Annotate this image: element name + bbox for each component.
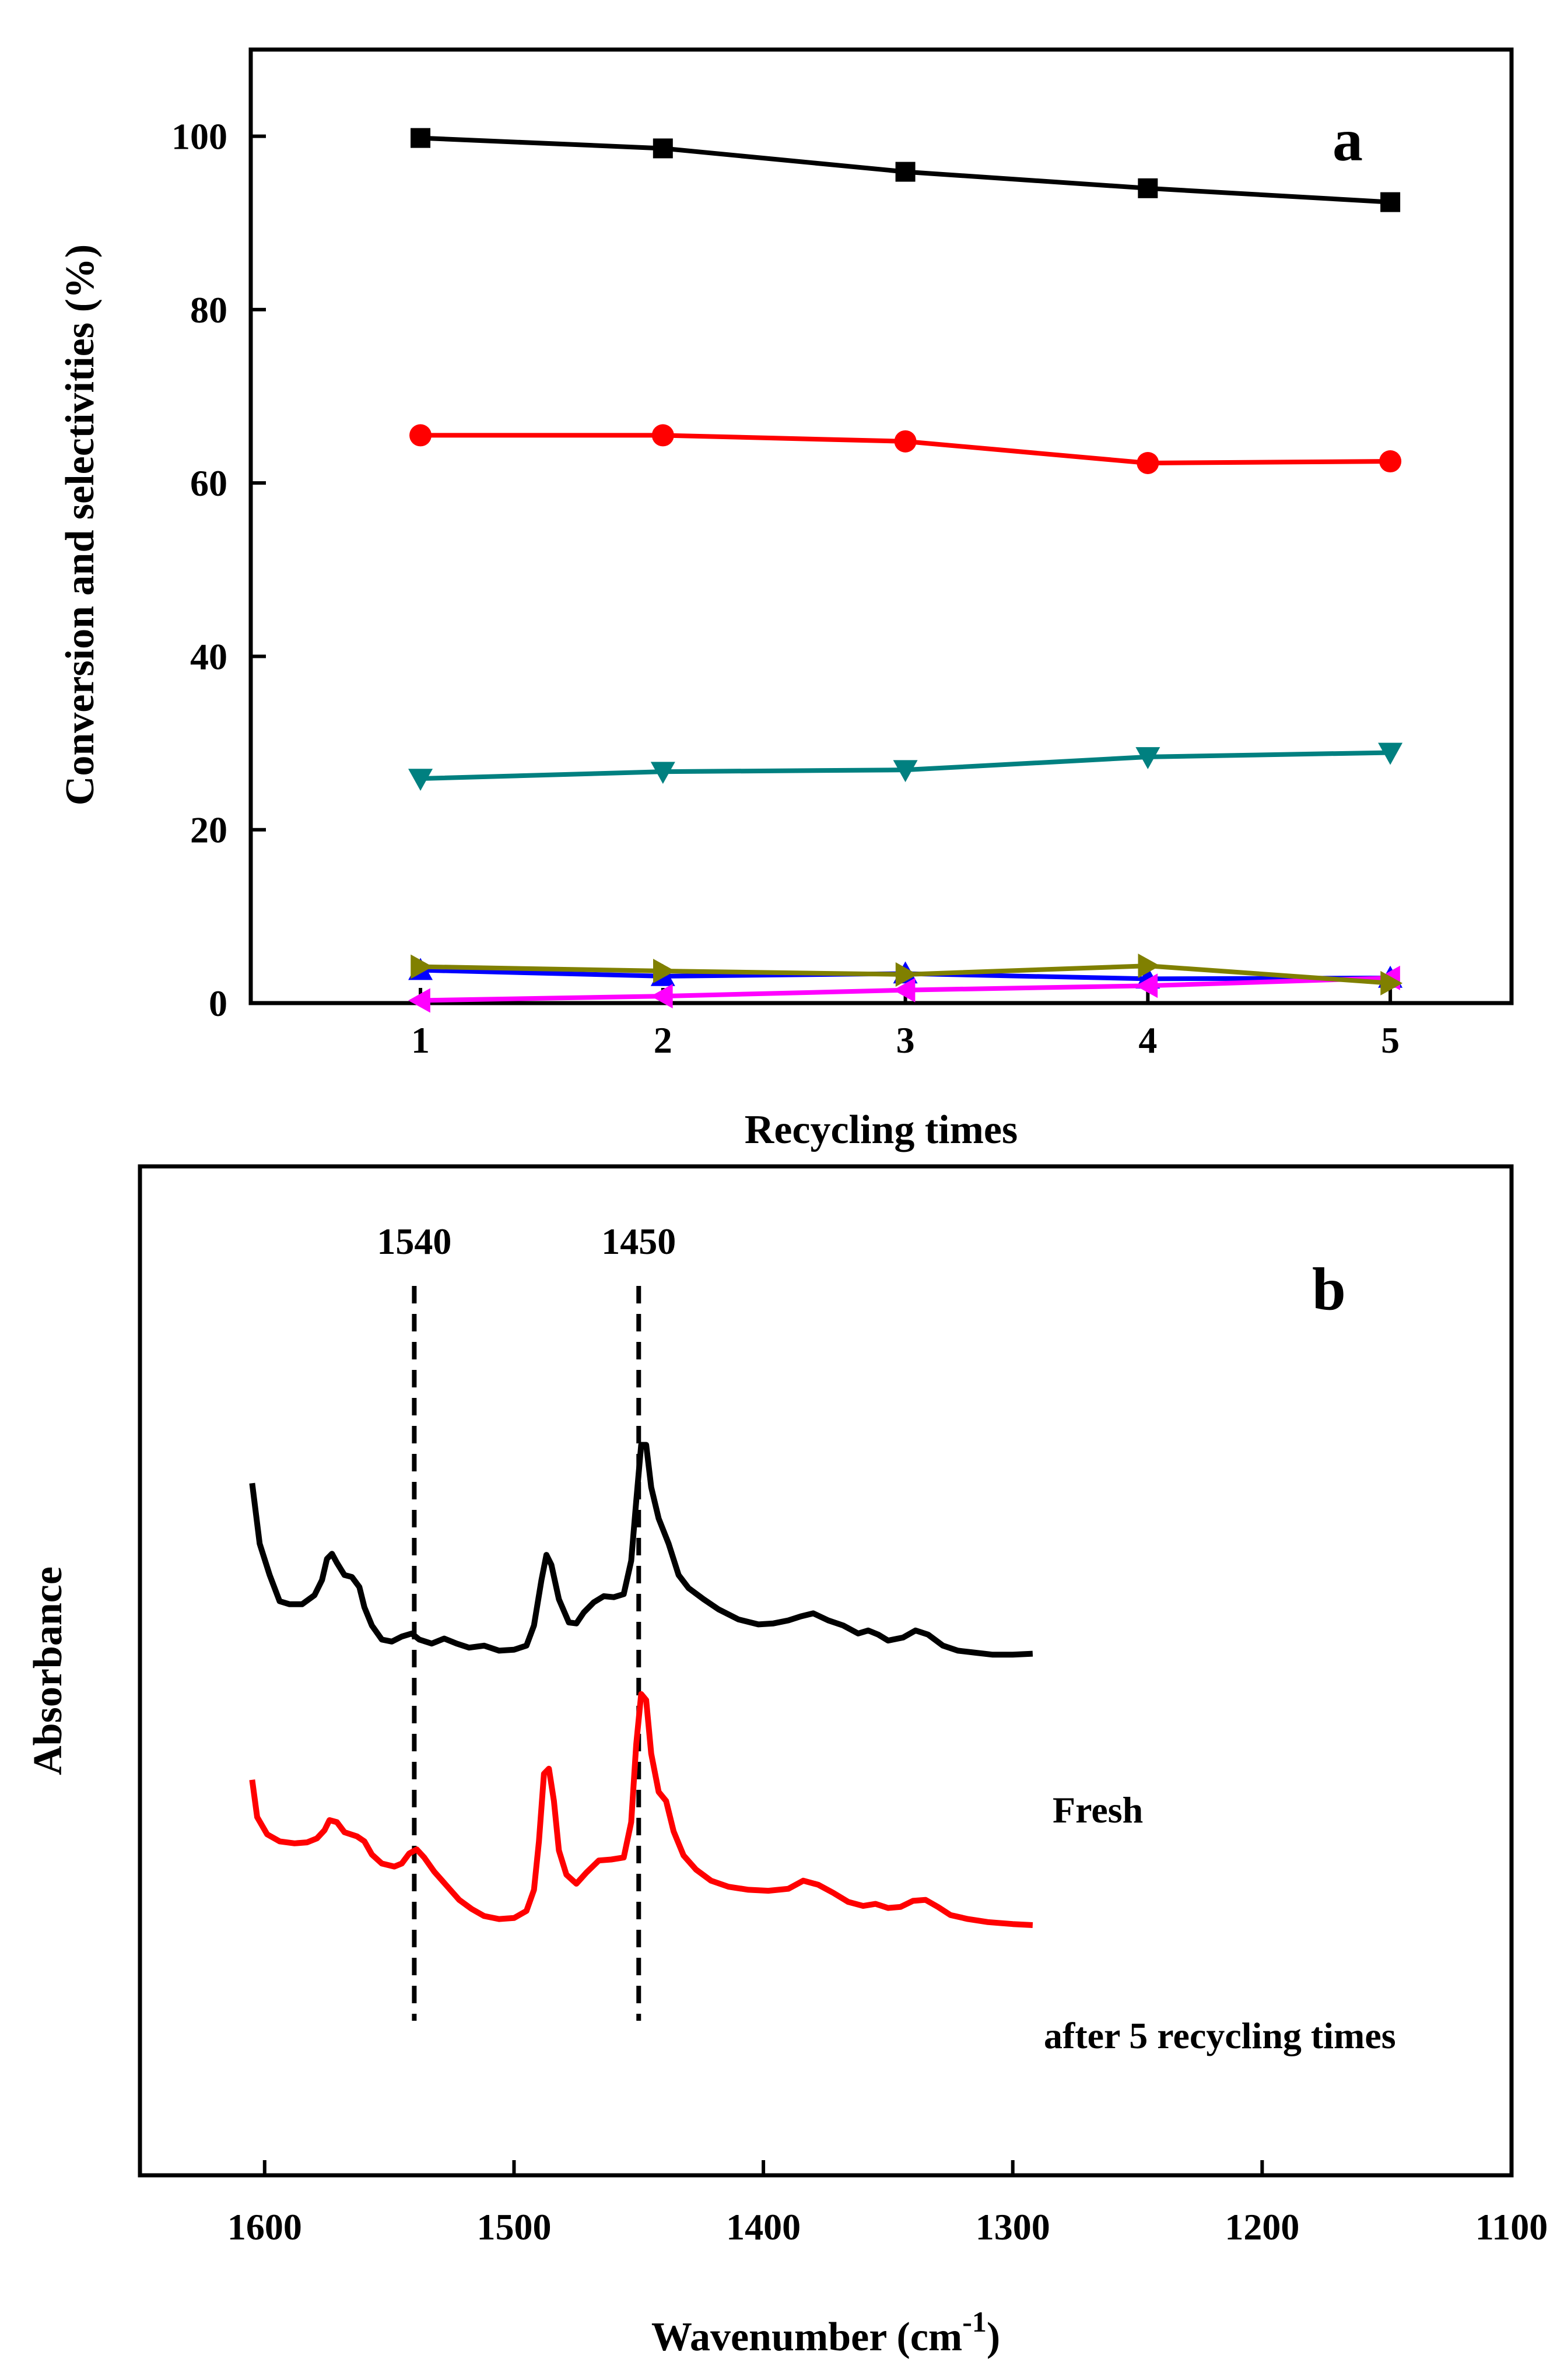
x-tick-label: 3: [896, 1019, 915, 1061]
x-tick-label: 5: [1381, 1019, 1400, 1061]
panel-b-label: b: [1312, 1256, 1346, 1323]
panel-b-chart: 1600 1500 1400 1300 1200 1100 1540 1450 b Fres…: [26, 1164, 1548, 2360]
panel-a-label: a: [1332, 107, 1363, 174]
data-point: [409, 424, 432, 447]
x-tick-label: 1400: [726, 2206, 801, 2248]
panel-b-plot-frame: [138, 1164, 1514, 2178]
x-tick-label: 4: [1138, 1019, 1157, 1061]
data-point: [411, 128, 431, 148]
panel-a-y-axis-label: Conversion and selectivities (%): [58, 244, 103, 805]
y-tick-label: 80: [190, 289, 227, 331]
panel-a-series: [408, 128, 1403, 1013]
data-point: [1138, 954, 1160, 979]
x-tick-label: 1: [411, 1019, 430, 1061]
reference-label-1450: 1450: [601, 1221, 676, 1262]
data-point: [895, 162, 916, 182]
x-tick-label: 2: [654, 1019, 672, 1061]
data-point: [1380, 192, 1401, 212]
data-point: [653, 138, 673, 159]
data-point: [653, 959, 675, 984]
panel-b-y-axis-label: Absorbance: [26, 1566, 71, 1775]
spectrum-after-recycling: [249, 1691, 1033, 1928]
data-point: [893, 977, 916, 1003]
data-point: [408, 769, 433, 791]
x-tick-label: 1600: [227, 2206, 302, 2248]
y-tick-label: 20: [190, 809, 227, 851]
data-point: [893, 760, 918, 783]
series-triangle-right: [411, 954, 1403, 996]
panel-b-series: [249, 1442, 1033, 1928]
panel-a-x-axis-label: Recycling times: [745, 1107, 1018, 1152]
x-tick-label: 1300: [976, 2206, 1050, 2248]
panel-a-chart: 0 20 40 60 80 100 1 2 3 4 5 a Recycling times Con…: [58, 47, 1514, 1152]
panel-b-x-axis: 1600 1500 1400 1300 1200 1100: [227, 2160, 1548, 2248]
data-point: [894, 430, 917, 453]
data-point: [1138, 178, 1158, 198]
spectrum-fresh: [249, 1442, 1033, 1658]
data-point: [1135, 747, 1160, 769]
data-point: [1135, 973, 1158, 998]
series-square: [411, 128, 1401, 212]
y-tick-label: 60: [190, 462, 227, 504]
curve-label-after-recycling: after 5 recycling times: [1044, 2015, 1396, 2056]
data-point: [1380, 970, 1403, 996]
data-point: [651, 424, 674, 447]
series-circle: [409, 424, 1402, 474]
data-point: [1137, 451, 1159, 474]
panel-b-x-axis-label: Wavenumber (cm-1): [651, 2305, 1000, 2360]
data-point: [895, 962, 918, 987]
x-tick-label: 1500: [476, 2206, 551, 2248]
data-point: [1379, 450, 1402, 473]
panel-b-reference-lines: 1540 1450: [377, 1221, 676, 2021]
data-point: [650, 984, 673, 1009]
data-point: [408, 988, 430, 1013]
panel-a-plot-frame: [248, 47, 1514, 1005]
y-tick-label: 40: [190, 636, 227, 677]
x-tick-label: 1100: [1475, 2206, 1548, 2248]
data-point: [650, 762, 675, 784]
x-tick-label: 1200: [1225, 2206, 1299, 2248]
panel-a-y-axis: 0 20 40 60 80 100: [171, 116, 266, 1024]
y-tick-label: 0: [209, 983, 227, 1024]
reference-label-1540: 1540: [377, 1221, 451, 1262]
y-tick-label: 100: [171, 116, 227, 157]
series-triangle-down: [408, 742, 1403, 791]
curve-label-fresh: Fresh: [1053, 1789, 1143, 1831]
data-point: [1378, 742, 1403, 765]
data-point: [411, 954, 433, 979]
